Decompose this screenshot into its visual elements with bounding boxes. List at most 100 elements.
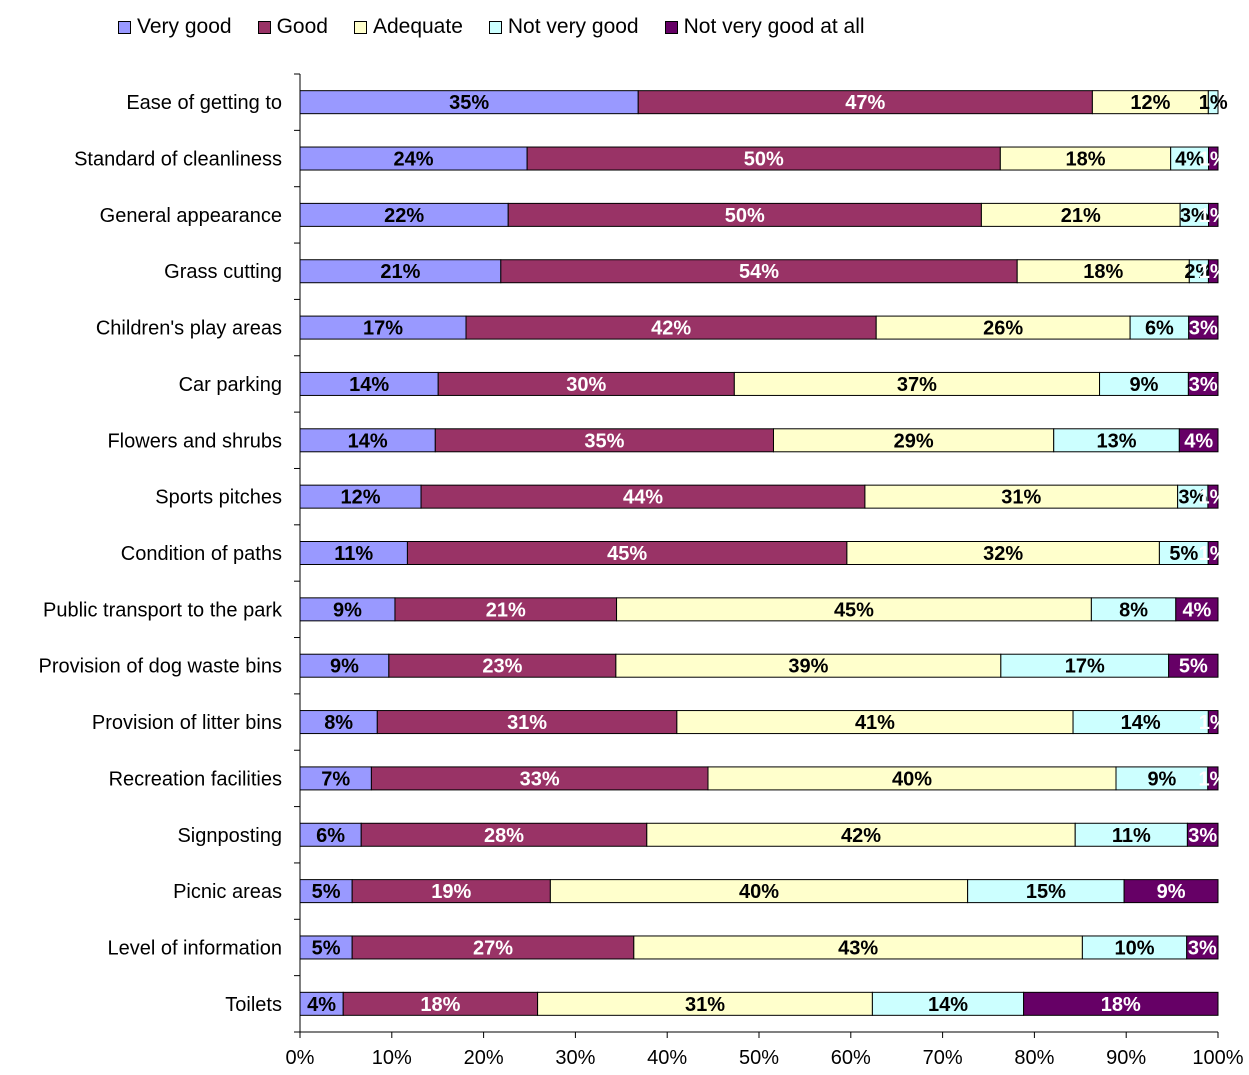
data-label: 43%	[838, 937, 878, 959]
data-label: 3%	[1189, 374, 1218, 396]
data-label: 29%	[894, 430, 934, 452]
x-tick-label: 40%	[647, 1047, 687, 1069]
data-label: 24%	[394, 149, 434, 171]
bar-segment	[1207, 484, 1219, 509]
bar-segment	[1207, 259, 1219, 284]
category-label: Car parking	[179, 374, 282, 396]
data-label: 44%	[623, 487, 663, 509]
x-tick-label: 80%	[1014, 1047, 1054, 1069]
data-label: 17%	[363, 318, 403, 340]
data-label: 14%	[1121, 712, 1161, 734]
data-label: 6%	[316, 825, 345, 847]
data-label: 1%	[1199, 712, 1228, 734]
category-label: Recreation facilities	[109, 768, 282, 790]
data-label: 5%	[312, 881, 341, 903]
data-label: 40%	[739, 881, 779, 903]
data-label: 50%	[744, 149, 784, 171]
legend-swatch	[353, 20, 367, 34]
category-label: Provision of litter bins	[92, 712, 282, 734]
data-label: 4%	[1182, 599, 1211, 621]
data-label: 39%	[788, 656, 828, 678]
data-label: 3%	[1188, 937, 1217, 959]
data-label: 1%	[1199, 205, 1228, 227]
x-tick-label: 100%	[1192, 1047, 1243, 1069]
data-label: 4%	[1184, 430, 1213, 452]
legend-label: Adequate	[372, 15, 463, 38]
category-label: Standard of cleanliness	[74, 149, 282, 171]
category-label: Public transport to the park	[43, 599, 283, 621]
legend-swatch	[488, 20, 502, 34]
data-label: 12%	[341, 487, 381, 509]
bar-segment	[1175, 597, 1219, 622]
data-label: 27%	[473, 937, 513, 959]
data-label: 28%	[484, 825, 524, 847]
data-label: 4%	[1175, 149, 1204, 171]
bar-segment	[1188, 315, 1219, 340]
bar-segment	[1207, 541, 1219, 565]
data-label: 41%	[855, 712, 895, 734]
bar-segment	[1208, 202, 1219, 227]
bar-segment	[1207, 766, 1219, 791]
category-label: Sports pitches	[155, 487, 282, 509]
data-label: 11%	[1112, 825, 1151, 847]
category-label: Children's play areas	[96, 318, 282, 340]
data-label: 37%	[897, 374, 937, 396]
category-label: Picnic areas	[173, 881, 282, 903]
data-label: 1%	[1199, 261, 1228, 283]
category-label: Condition of paths	[121, 543, 282, 565]
data-label: 3%	[1188, 825, 1217, 847]
x-tick-label: 90%	[1106, 1047, 1146, 1069]
data-label: 1%	[1198, 768, 1227, 790]
legend-item: Not very good	[488, 15, 639, 39]
category-label: Level of information	[107, 937, 282, 959]
x-tick-label: 50%	[739, 1047, 779, 1069]
data-label: 5%	[312, 937, 341, 959]
data-label: 47%	[845, 92, 885, 114]
bar-segment	[1207, 90, 1219, 115]
data-label: 32%	[983, 543, 1023, 565]
data-label: 1%	[1199, 487, 1228, 509]
data-label: 40%	[892, 768, 932, 790]
data-label: 9%	[1157, 881, 1186, 903]
data-label: 26%	[983, 318, 1023, 340]
x-tick-label: 20%	[464, 1047, 504, 1069]
data-label: 3%	[1189, 318, 1218, 340]
data-label: 18%	[1101, 994, 1141, 1016]
data-label: 8%	[324, 712, 353, 734]
legend-item: Good	[257, 15, 328, 39]
x-tick-label: 60%	[831, 1047, 871, 1069]
data-label: 7%	[321, 768, 350, 790]
data-label: 5%	[1169, 543, 1198, 565]
category-label: Flowers and shrubs	[107, 430, 282, 452]
data-label: 9%	[1130, 374, 1159, 396]
bar-segment	[1023, 991, 1219, 1016]
data-label: 54%	[739, 261, 779, 283]
data-label: 21%	[486, 599, 526, 621]
data-label: 17%	[1065, 656, 1105, 678]
data-label: 4%	[307, 994, 336, 1016]
data-label: 9%	[333, 599, 362, 621]
data-label: 2%	[1184, 261, 1213, 283]
legend-swatch	[664, 20, 678, 34]
data-label: 18%	[1083, 261, 1123, 283]
data-label: 1%	[1199, 92, 1228, 114]
category-label: Signposting	[177, 825, 282, 847]
bar-segment	[1208, 146, 1219, 171]
x-tick-label: 0%	[286, 1047, 315, 1069]
data-label: 14%	[928, 994, 968, 1016]
legend-label: Not very good	[507, 15, 639, 38]
data-label: 31%	[1001, 487, 1041, 509]
bar-segment	[1187, 371, 1219, 396]
x-tick-label: 10%	[372, 1047, 412, 1069]
data-label: 33%	[520, 768, 560, 790]
x-tick-label: 70%	[923, 1047, 963, 1069]
category-label: Provision of dog waste bins	[39, 656, 282, 678]
data-label: 5%	[1179, 656, 1208, 678]
data-label: 3%	[1180, 205, 1209, 227]
bar-segment	[1186, 935, 1219, 960]
data-label: 14%	[348, 430, 388, 452]
data-label: 11%	[334, 543, 373, 565]
data-label: 42%	[841, 825, 881, 847]
legend-label: Not very good at all	[683, 15, 865, 38]
